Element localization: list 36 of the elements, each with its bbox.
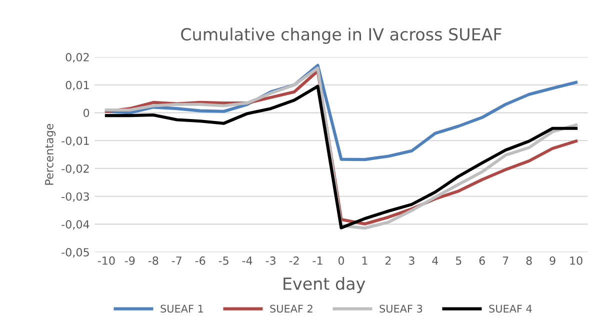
x-tick-label: 7 [502, 256, 508, 265]
y-tick-label: 0,01 [66, 80, 89, 90]
y-tick-label: -0,01 [62, 136, 89, 146]
y-axis-title: Percentage [45, 124, 56, 185]
y-tick-label: -0,02 [62, 164, 89, 174]
legend-label: SUEAF 3 [380, 304, 422, 313]
x-tick-label: -7 [172, 256, 182, 265]
x-tick-label: 4 [432, 256, 438, 265]
x-tick-label: -10 [98, 256, 115, 265]
x-tick-label: -2 [289, 256, 299, 265]
x-axis-title: Event day [284, 277, 366, 294]
x-tick-label: 9 [550, 256, 556, 265]
x-tick-label: -8 [148, 256, 158, 265]
legend-label: SUEAF 1 [160, 304, 203, 313]
x-tick-label: 5 [456, 256, 462, 265]
y-tick-label: -0,03 [62, 192, 89, 202]
x-tick-label: 2 [385, 256, 391, 265]
chart-title: Cumulative change in IV across SUEAF [181, 28, 502, 44]
y-tick-label: -0,04 [62, 220, 90, 230]
y-tick-label: -0,05 [62, 248, 89, 258]
x-tick-label: 8 [526, 256, 532, 265]
y-tick-label: 0 [84, 108, 90, 118]
x-tick-label: 3 [408, 256, 414, 265]
x-tick-label: 1 [362, 256, 368, 265]
legend-label: SUEAF 4 [489, 304, 532, 313]
x-tick-label: -4 [242, 256, 252, 265]
legend-label: SUEAF 2 [270, 304, 312, 313]
x-tick-label: 6 [479, 256, 485, 265]
x-tick-label: 0 [338, 256, 344, 265]
x-tick-label: 10 [570, 256, 582, 265]
x-tick-label: -1 [312, 256, 322, 265]
x-tick-label: -5 [218, 256, 228, 265]
x-tick-label: -3 [266, 256, 276, 265]
y-tick-label: 0,02 [66, 53, 89, 63]
x-tick-label: -6 [195, 256, 206, 265]
x-tick-label: -9 [124, 256, 135, 265]
